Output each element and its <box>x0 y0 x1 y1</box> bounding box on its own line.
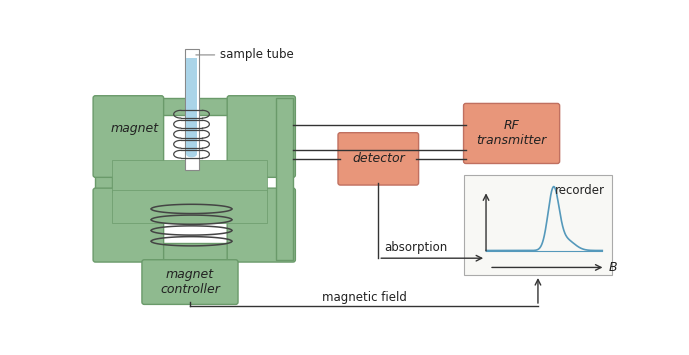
Text: magnetic field: magnetic field <box>322 291 407 304</box>
Bar <box>95 98 112 260</box>
Bar <box>185 49 198 170</box>
Text: magnet
controller: magnet controller <box>160 268 220 296</box>
Text: detector: detector <box>352 152 404 165</box>
FancyBboxPatch shape <box>142 260 238 304</box>
FancyBboxPatch shape <box>93 96 163 178</box>
FancyBboxPatch shape <box>227 96 296 178</box>
Bar <box>112 190 267 223</box>
Ellipse shape <box>186 151 197 157</box>
Bar <box>95 243 293 260</box>
Text: sample tube: sample tube <box>196 48 294 61</box>
Text: B: B <box>608 261 617 274</box>
Text: absorption: absorption <box>384 241 448 253</box>
Bar <box>464 175 612 275</box>
Bar <box>276 98 293 260</box>
Bar <box>95 98 293 115</box>
Bar <box>112 160 267 192</box>
Text: magnet: magnet <box>111 122 159 135</box>
FancyBboxPatch shape <box>464 103 559 164</box>
FancyBboxPatch shape <box>93 188 163 262</box>
FancyBboxPatch shape <box>227 188 296 262</box>
FancyBboxPatch shape <box>338 133 419 185</box>
Bar <box>186 58 197 154</box>
Text: RF
transmitter: RF transmitter <box>477 120 547 147</box>
Text: recorder: recorder <box>555 184 606 197</box>
